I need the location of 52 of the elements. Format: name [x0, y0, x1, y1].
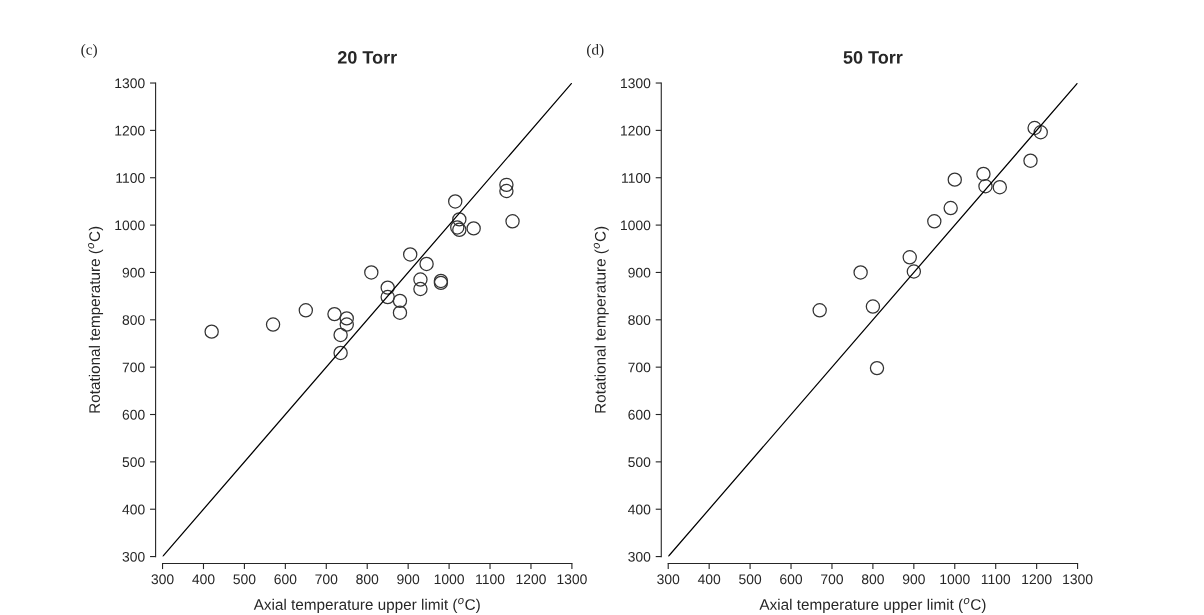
y-tick-label: 300	[628, 551, 651, 562]
y-tick-label: 1100	[622, 173, 651, 183]
y-tick-label: 600	[628, 409, 651, 420]
x-tick-label: 1300	[557, 574, 587, 585]
y-tick-label: 900	[122, 267, 145, 278]
y-tick-label: 1200	[115, 125, 145, 136]
x-tick-label: 800	[356, 574, 379, 585]
x-tick-label: 600	[274, 574, 297, 585]
x-tick-label: 500	[739, 574, 762, 585]
x-tick-label: 700	[315, 574, 338, 585]
x-tick-label: 300	[657, 574, 680, 585]
x-tick-label: 1100	[476, 574, 505, 585]
y-tick-label: 300	[122, 551, 145, 562]
y-tick-label: 700	[628, 362, 651, 373]
x-tick-label: 1000	[940, 574, 970, 585]
y-tick-label: 1100	[116, 173, 145, 183]
x-tick-label: 1200	[516, 574, 546, 585]
chart-title: 50 Torr	[843, 50, 903, 64]
chart-title: 20 Torr	[337, 50, 397, 64]
y-axis-title: Rotational temperature ($^{o}$C)	[88, 226, 104, 413]
x-tick-label: 900	[397, 574, 420, 585]
y-tick-label: 500	[122, 457, 145, 468]
x-axis-title: Axial temperature upper limit ($^{o}$C)	[253, 597, 480, 613]
y-tick-label: 900	[628, 267, 651, 278]
y-tick-label: 1300	[621, 78, 651, 89]
x-tick-label: 300	[151, 574, 174, 585]
y-tick-label: 500	[628, 457, 651, 468]
text: (d)	[587, 44, 604, 58]
x-tick-label: 600	[780, 574, 803, 585]
y-tick-label: 600	[122, 409, 145, 420]
y-axis-title: Rotational temperature ($^{o}$C)	[593, 226, 609, 413]
y-tick-label: 700	[122, 362, 145, 373]
x-axis-title: Axial temperature upper limit ($^{o}$C)	[759, 597, 986, 613]
x-tick-label: 800	[861, 574, 884, 585]
x-tick-label: 1300	[1063, 574, 1093, 585]
y-tick-label: 800	[628, 315, 651, 325]
x-tick-label: 700	[821, 574, 844, 585]
x-tick-label: 1100	[981, 574, 1011, 585]
y-tick-label: 1000	[115, 220, 145, 231]
y-tick-label: 400	[628, 504, 651, 515]
y-tick-label: 800	[122, 315, 145, 325]
y-tick-label: 1300	[115, 78, 145, 89]
y-tick-label: 1000	[621, 220, 651, 231]
y-tick-label: 1200	[621, 125, 651, 136]
x-tick-label: 1200	[1022, 574, 1052, 585]
x-tick-label: 500	[233, 574, 256, 585]
y-tick-label: 400	[122, 504, 145, 515]
x-tick-label: 900	[902, 574, 925, 585]
text: (c)	[81, 44, 97, 58]
x-tick-label: 1000	[434, 574, 464, 585]
x-tick-label: 400	[192, 574, 215, 585]
x-tick-label: 400	[697, 574, 721, 585]
